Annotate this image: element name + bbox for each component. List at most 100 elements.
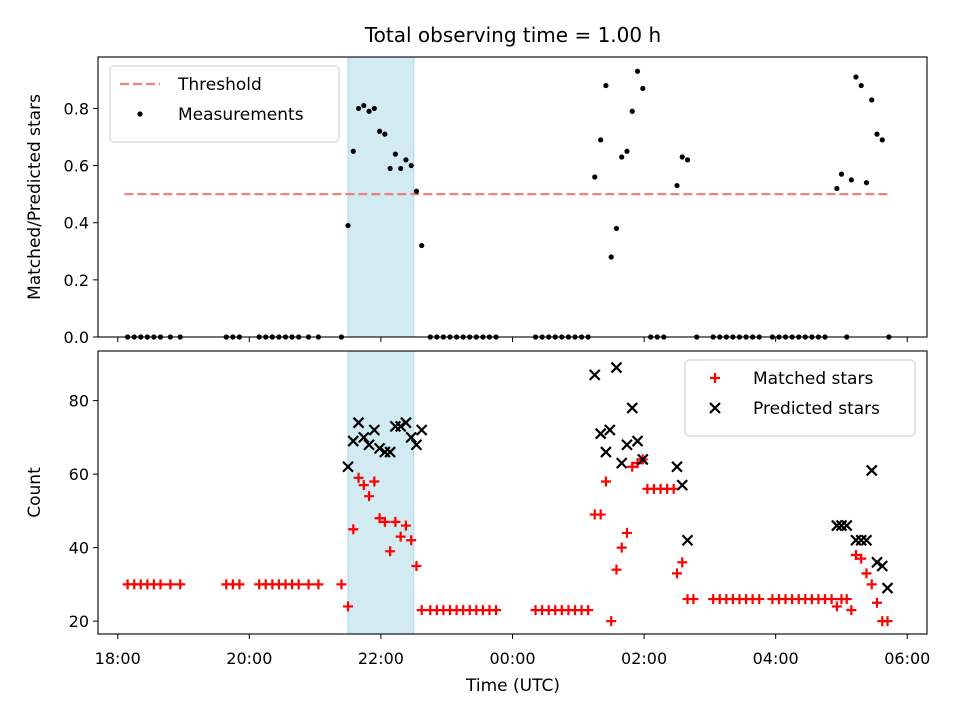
top-y-tick: 0.8 — [64, 99, 98, 118]
bottom-x-tick: 06:00 — [884, 634, 930, 668]
matched-marker — [353, 472, 364, 483]
predicted-marker — [871, 556, 883, 569]
matched-marker — [871, 597, 882, 608]
predicted-marker — [384, 446, 396, 458]
y-tick-label: 0.8 — [64, 99, 89, 118]
measurement-point — [608, 254, 614, 260]
matched-marker — [754, 594, 765, 605]
matched-marker — [358, 480, 369, 491]
bottom-legend: Matched stars Predicted stars — [684, 359, 916, 437]
matched-marker — [861, 568, 872, 579]
measurement-point — [848, 177, 854, 183]
measurement-point — [382, 131, 388, 137]
y-tick-label: 0.0 — [64, 328, 89, 347]
matched-marker — [595, 509, 606, 520]
y-tick-label: 0.4 — [64, 214, 89, 233]
measurement-point — [361, 102, 367, 109]
measurement-point — [684, 157, 691, 163]
legend-box — [109, 65, 340, 143]
matched-marker — [856, 553, 867, 564]
y-tick-label: 60 — [69, 465, 89, 484]
bottom-y-tick: 60 — [69, 465, 98, 484]
predicted-marker — [600, 446, 612, 458]
matched-marker — [688, 594, 699, 605]
legend-label: Threshold — [177, 75, 262, 95]
matched-marker — [882, 616, 893, 627]
legend-label: Predicted stars — [753, 399, 880, 419]
matched-marker — [400, 520, 411, 531]
bottom-y-axis-label: Count — [25, 467, 45, 518]
matched-marker — [369, 476, 380, 487]
predicted-marker — [368, 424, 381, 436]
matched-marker — [831, 601, 842, 612]
matched-marker — [606, 616, 617, 627]
measurement-point — [419, 242, 425, 249]
measurement-point — [619, 154, 625, 160]
matched-marker — [165, 579, 176, 590]
x-tick-label: 00:00 — [489, 649, 535, 668]
measurement-point — [613, 225, 620, 232]
measurement-point — [603, 82, 609, 89]
matched-marker — [406, 535, 417, 546]
predicted-marker — [358, 431, 370, 444]
matched-marker — [627, 461, 638, 472]
predicted-marker — [415, 424, 428, 436]
legend-label: Matched stars — [753, 369, 873, 389]
predicted-marker — [860, 534, 873, 547]
matched-marker — [155, 579, 166, 590]
predicted-marker — [405, 431, 417, 444]
matched-marker — [671, 568, 682, 579]
predicted-marker — [621, 438, 633, 451]
measurement-point — [398, 165, 404, 172]
matched-marker — [621, 527, 632, 538]
top-panel: 0.0 0.2 0.4 0.6 0.8 Matched/Predicted stars Th… — [25, 56, 928, 347]
top-y-tick: 0.2 — [64, 271, 98, 290]
matched-marker — [841, 594, 852, 605]
predicted-marker — [626, 402, 639, 414]
x-tick-label: 18:00 — [95, 649, 141, 668]
matched-marker — [411, 561, 422, 572]
measurement-point — [598, 137, 604, 143]
predicted-marker — [636, 453, 649, 466]
top-series-1 — [125, 68, 892, 340]
measurement-point — [350, 148, 356, 154]
matched-marker — [616, 542, 627, 553]
predicted-marker — [831, 519, 843, 532]
matched-marker — [583, 605, 594, 616]
bottom-x-tick: 02:00 — [621, 634, 667, 668]
y-tick-label: 20 — [69, 612, 89, 631]
y-tick-label: 0.6 — [64, 157, 89, 176]
measurement-point — [392, 151, 398, 157]
matched-marker — [416, 605, 427, 616]
measurement-point — [674, 182, 680, 189]
matched-marker — [385, 546, 396, 557]
predicted-marker — [363, 438, 375, 451]
measurement-point — [834, 185, 840, 192]
measurement-point — [853, 74, 859, 80]
top-y-tick: 0.6 — [64, 157, 98, 176]
measurement-point — [403, 157, 409, 163]
matched-marker — [491, 605, 502, 616]
x-tick-label: 02:00 — [621, 649, 667, 668]
measurement-point — [592, 174, 598, 180]
predicted-marker — [681, 534, 694, 547]
bottom-x-tick: 22:00 — [358, 634, 404, 668]
measurement-point — [679, 154, 685, 160]
chart-title: Total observing time = 1.00 h — [364, 23, 661, 47]
predicted-marker — [881, 582, 894, 594]
measurement-point — [874, 131, 880, 137]
bottom-highlight-span — [347, 350, 415, 635]
bottom-x-tick: 18:00 — [95, 634, 141, 668]
predicted-marker — [373, 442, 386, 455]
predicted-marker — [342, 460, 354, 473]
matched-marker — [390, 516, 401, 527]
measurement-point — [879, 137, 885, 143]
measurement-point — [629, 108, 635, 114]
measurement-point — [634, 68, 641, 74]
measurement-point — [376, 128, 383, 134]
matched-marker — [234, 579, 245, 590]
matched-marker — [850, 549, 861, 560]
measurement-point — [355, 105, 362, 112]
legend-box — [684, 359, 916, 437]
